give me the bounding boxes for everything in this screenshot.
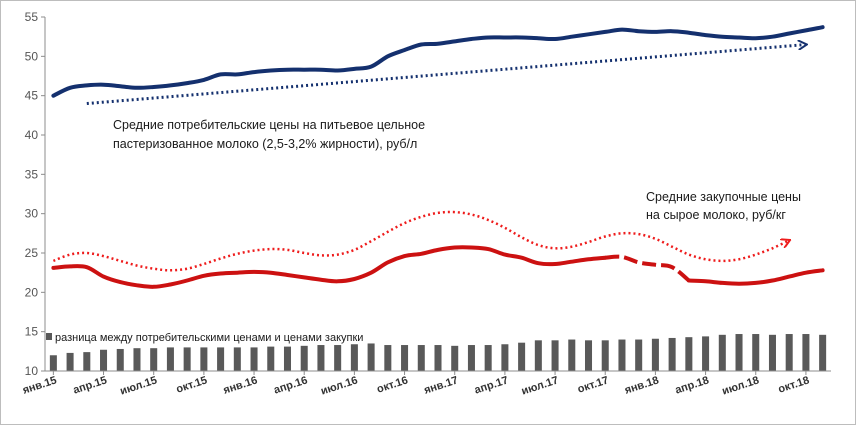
difference-bar — [233, 347, 241, 371]
difference-bar — [300, 345, 308, 371]
difference-bar — [752, 334, 760, 371]
difference-bar — [267, 346, 275, 371]
difference-bar — [317, 345, 325, 371]
legend-label: разница между потребительскими ценами и … — [55, 332, 363, 344]
difference-bar — [702, 336, 710, 371]
difference-bar — [484, 345, 492, 371]
difference-bar — [200, 347, 208, 371]
difference-bar — [150, 348, 158, 371]
x-tick-label: янв.18 — [623, 374, 660, 396]
difference-bar — [183, 347, 191, 371]
difference-bar — [635, 339, 643, 371]
difference-bar — [568, 339, 576, 371]
difference-bar — [668, 337, 676, 371]
difference-bar — [334, 345, 342, 371]
y-tick-label: 15 — [25, 325, 39, 339]
difference-bar — [768, 334, 776, 371]
difference-bar — [384, 345, 392, 371]
difference-bar — [467, 345, 475, 371]
y-tick-label: 10 — [25, 364, 39, 378]
y-tick-label: 20 — [25, 285, 39, 299]
y-tick-label: 40 — [25, 128, 39, 142]
purchase-price-line-end — [686, 268, 825, 286]
difference-bar — [367, 343, 375, 371]
x-tick-label: июл.16 — [319, 374, 359, 397]
difference-bar — [401, 345, 409, 371]
difference-bar — [166, 347, 174, 371]
consumer-price-line — [51, 25, 825, 98]
difference-bar — [49, 355, 57, 371]
difference-bar — [451, 345, 459, 371]
purchase-trend-arrow — [52, 210, 789, 272]
x-tick-label: июл.18 — [721, 374, 761, 397]
difference-bar — [601, 340, 609, 371]
difference-bar — [551, 340, 559, 371]
difference-bar — [802, 334, 810, 371]
consumer-trend-arrow — [86, 45, 806, 106]
difference-bar — [651, 338, 659, 371]
difference-bar — [819, 334, 827, 371]
difference-bar — [785, 334, 793, 371]
x-tick-label: окт.17 — [576, 374, 610, 395]
difference-bar — [735, 334, 743, 371]
y-tick-label: 25 — [25, 246, 39, 260]
y-tick-label: 45 — [25, 89, 39, 103]
difference-bar — [133, 348, 141, 371]
difference-bar — [100, 349, 108, 371]
difference-bar — [350, 344, 358, 371]
consumer-annotation-line-1: Средние потребительские цены на питьевое… — [113, 118, 425, 132]
difference-bar — [217, 347, 225, 371]
difference-bar — [434, 345, 442, 371]
x-tick-label: окт.18 — [777, 374, 811, 395]
y-tick-label: 50 — [25, 49, 39, 63]
purchase-annotation-line-2: на сырое молоко, руб/кг — [646, 208, 786, 222]
x-tick-label: апр.17 — [473, 374, 510, 396]
difference-bar — [83, 352, 91, 371]
x-tick-label: окт.15 — [175, 374, 209, 395]
difference-bar — [250, 347, 258, 371]
legend-swatch — [46, 333, 52, 340]
difference-bar — [417, 345, 425, 371]
difference-bar — [685, 337, 693, 371]
x-tick-label: янв.16 — [222, 374, 259, 396]
difference-bar — [718, 334, 726, 371]
difference-bar — [534, 340, 542, 371]
difference-bar — [283, 346, 292, 371]
purchase-annotation-line-1: Средние закупочные цены — [646, 190, 801, 204]
x-tick-label: янв.17 — [423, 374, 460, 396]
difference-bar — [584, 340, 593, 371]
x-tick-label: апр.18 — [674, 374, 711, 396]
purchase-price-line — [51, 245, 608, 289]
difference-bar — [116, 348, 124, 371]
consumer-annotation-line-2: пастеризованное молоко (2,5-3,2% жирност… — [113, 137, 417, 151]
difference-bar — [518, 342, 526, 371]
purchase-price-line-dashed — [605, 254, 691, 283]
difference-bar — [66, 352, 74, 371]
y-tick-label: 30 — [25, 207, 39, 221]
x-tick-label: июл.15 — [119, 374, 159, 397]
difference-bar — [618, 339, 626, 371]
difference-bar — [501, 344, 509, 371]
x-tick-label: апр.15 — [72, 374, 109, 396]
y-tick-label: 55 — [25, 10, 39, 24]
x-tick-label: окт.16 — [375, 374, 409, 395]
y-tick-label: 35 — [25, 167, 39, 181]
x-tick-label: апр.16 — [272, 374, 309, 396]
x-tick-label: июл.17 — [520, 374, 560, 397]
